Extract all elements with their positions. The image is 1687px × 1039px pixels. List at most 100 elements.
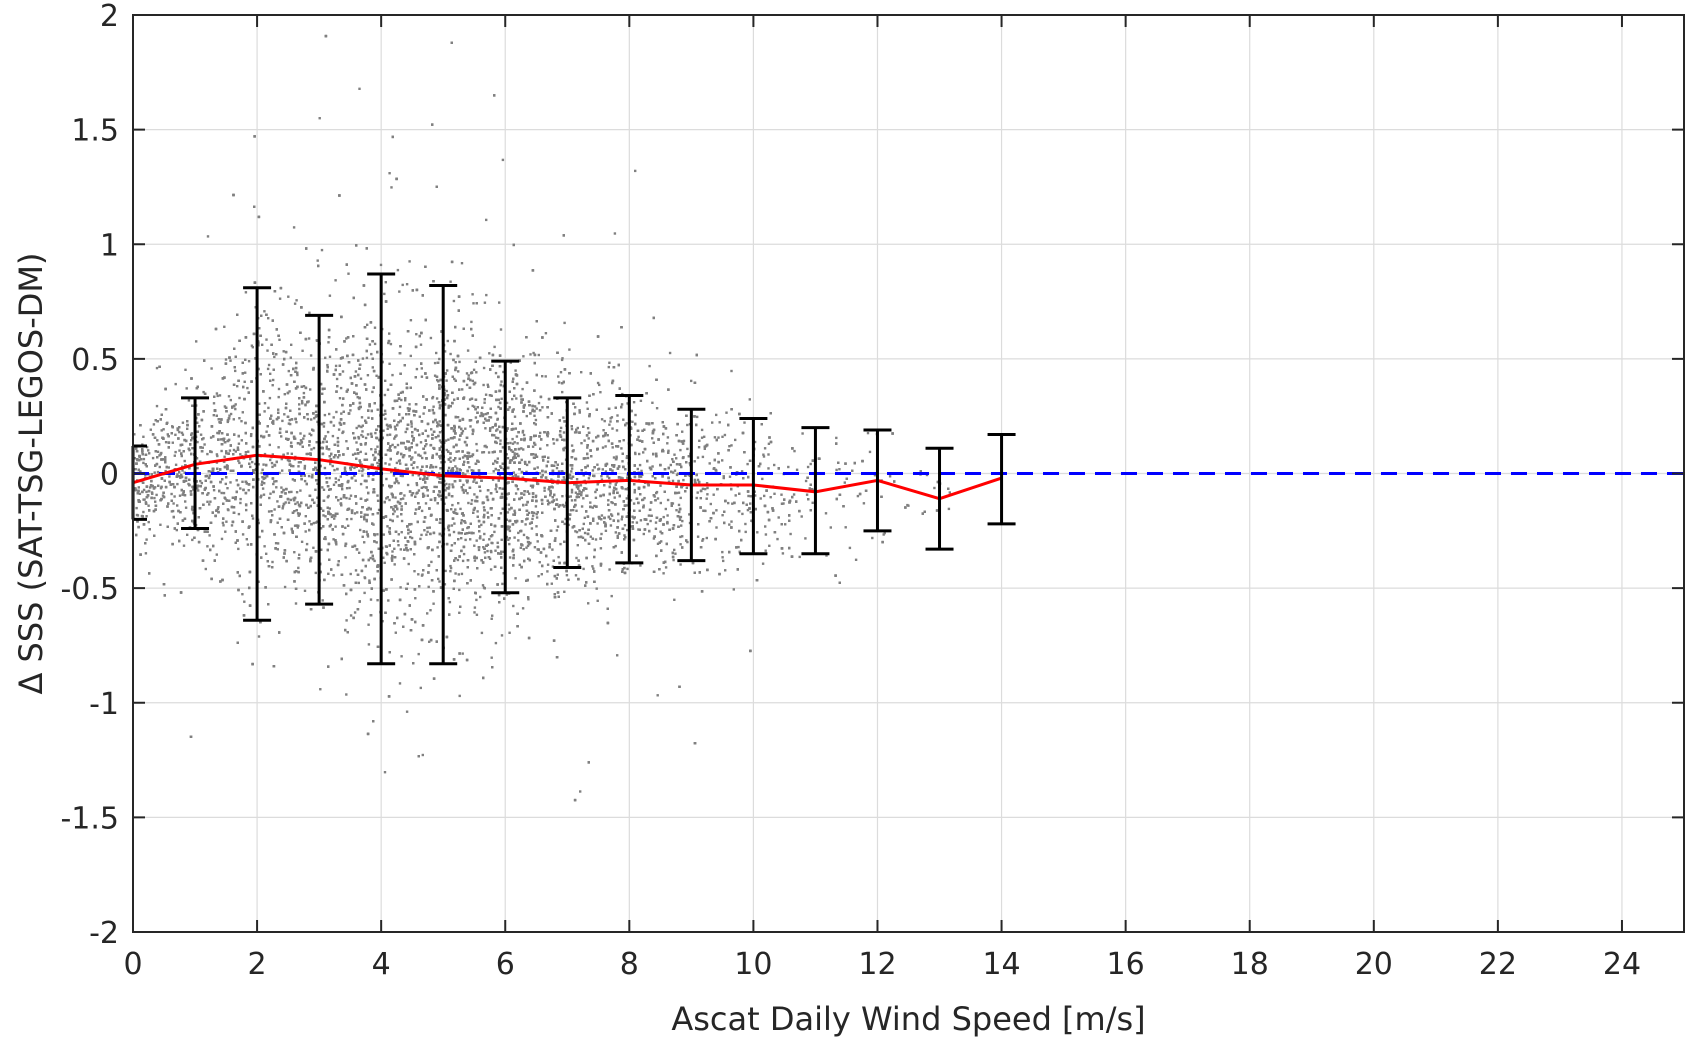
scatter-point [406,440,409,443]
scatter-point [497,436,500,440]
scatter-point [457,370,460,373]
scatter-point [153,496,156,500]
scatter-point [544,332,548,335]
scatter-point [608,568,611,571]
scatter-point [743,421,746,424]
scatter-point [391,550,394,553]
scatter-point [677,491,681,494]
scatter-point [608,476,611,480]
scatter-point [335,377,339,381]
scatter-point [499,512,503,515]
scatter-point [228,414,231,417]
scatter-point [350,511,354,515]
scatter-point [349,572,352,576]
scatter-point [575,478,579,481]
scatter-point [529,484,533,487]
scatter-point [496,428,499,431]
scatter-point [397,481,400,485]
scatter-point [679,563,682,566]
scatter-point [247,489,250,492]
scatter-point [196,440,199,444]
scatter-point [453,377,456,381]
scatter-point [328,412,331,416]
scatter-point [583,531,587,535]
scatter-point [149,428,152,431]
scatter-point [655,490,659,494]
scatter-point [594,496,598,499]
scatter-point [557,381,561,384]
scatter-point [156,439,159,442]
scatter-point [181,421,185,424]
scatter-point [473,544,476,547]
scatter-point [304,530,307,533]
scatter-point [366,535,370,538]
scatter-point [375,541,378,544]
scatter-point [144,501,148,504]
scatter-point [186,427,189,430]
scatter-point [525,414,528,418]
scatter-point [541,375,544,378]
scatter-point [532,477,535,480]
scatter-point [445,496,448,499]
scatter-point [377,375,381,379]
scatter-point [247,450,250,453]
scatter-point [787,465,790,469]
scatter-point [609,420,612,423]
scatter-point [415,483,419,487]
scatter-point [312,546,315,549]
scatter-point [621,477,624,480]
scatter-point [212,469,215,473]
scatter-point [232,448,236,452]
scatter-point [475,598,478,602]
scatter-point [498,473,502,477]
scatter-point [460,519,463,522]
scatter-point [552,442,556,445]
scatter-point [534,494,538,497]
scatter-point [239,497,242,501]
scatter-point [144,474,147,477]
scatter-point [467,377,470,381]
scatter-point [508,542,511,546]
scatter-point [457,502,460,505]
scatter-point [345,496,348,500]
scatter-point [309,558,312,561]
scatter-point [513,441,516,444]
scatter-point [485,293,488,297]
scatter-point [451,503,454,507]
scatter-point [516,488,520,491]
scatter-point [580,505,584,508]
scatter-point [168,475,171,478]
scatter-point [505,593,508,596]
scatter-point [610,513,613,516]
scatter-point [557,375,560,378]
scatter-point [426,526,429,530]
scatter-point [398,459,401,462]
scatter-point [275,486,278,489]
scatter-point [563,522,566,526]
scatter-point [212,489,216,492]
scatter-point [376,408,379,411]
scatter-point [501,582,504,586]
scatter-point [594,538,598,541]
scatter-point [717,436,720,439]
scatter-point [481,584,485,587]
scatter-point [334,514,337,518]
scatter-point [354,569,358,572]
scatter-point [495,485,498,488]
scatter-point [347,272,350,275]
scatter-point [625,456,628,460]
scatter-point [344,544,347,548]
scatter-point [447,438,450,441]
scatter-point [422,412,425,415]
scatter-point [535,513,538,516]
scatter-point [570,491,574,494]
scatter-point [502,370,505,374]
scatter-point [488,416,491,419]
scatter-point [309,388,312,391]
scatter-point [592,567,595,570]
scatter-point [466,492,469,495]
scatter-point [500,380,503,383]
scatter-point [620,403,624,406]
scatter-point [325,476,328,480]
scatter-point [475,539,478,542]
